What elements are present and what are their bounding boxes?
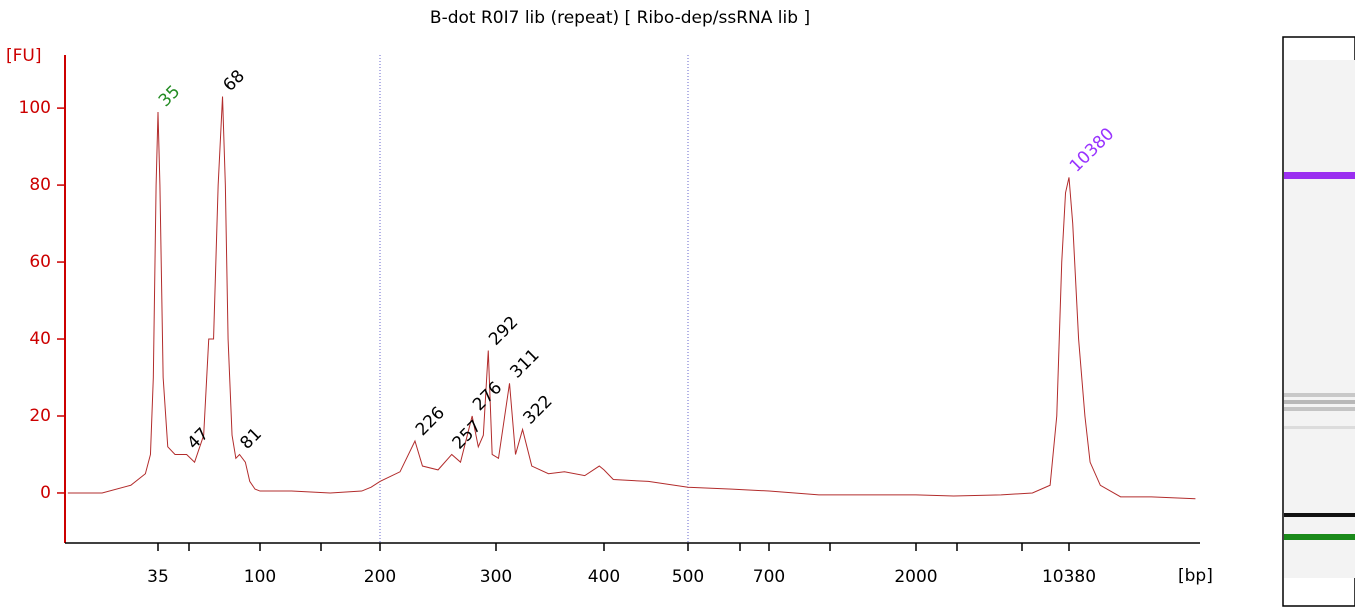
gel-band xyxy=(1284,534,1355,540)
peak-label: 226 xyxy=(412,403,449,440)
x-tick-label: 100 xyxy=(244,567,276,587)
peak-label: 311 xyxy=(506,345,543,382)
gel-band xyxy=(1284,513,1355,517)
x-tick-label: 2000 xyxy=(894,567,937,587)
y-tick-label: 40 xyxy=(29,329,51,349)
x-tick-label: 500 xyxy=(672,567,704,587)
x-tick-label: 10380 xyxy=(1042,567,1096,587)
peak-label: 292 xyxy=(485,313,522,350)
x-tick-label: 400 xyxy=(588,567,620,587)
gel-band xyxy=(1284,426,1355,429)
y-tick-label: 0 xyxy=(40,483,51,503)
peak-label: 81 xyxy=(236,424,265,453)
x-tick-label: 300 xyxy=(480,567,512,587)
x-tick-label: 700 xyxy=(753,567,785,587)
trace xyxy=(67,96,1196,500)
y-axis-label: [FU] xyxy=(6,46,42,66)
y-tick-label: 100 xyxy=(19,98,51,118)
x-axis-label: [bp] xyxy=(1178,566,1213,586)
gel-lane xyxy=(1282,36,1355,607)
gel-background xyxy=(1284,60,1355,578)
peak-label: 47 xyxy=(184,424,213,453)
minor-ticks xyxy=(188,543,1023,551)
y-tick-label: 20 xyxy=(29,406,51,426)
peak-label: 35 xyxy=(155,82,184,111)
peak-label: 322 xyxy=(519,391,556,428)
peak-label: 257 xyxy=(449,416,486,453)
gel-band xyxy=(1284,407,1355,411)
y-tick-label: 60 xyxy=(29,252,51,272)
gel-band xyxy=(1284,393,1355,397)
gel-band xyxy=(1284,172,1355,179)
chart-title: B-dot R0I7 lib (repeat) [ Ribo-dep/ssRNA… xyxy=(430,8,810,28)
x-tick-label: 200 xyxy=(364,567,396,587)
gel-band xyxy=(1284,400,1355,404)
peak-label: 10380 xyxy=(1066,124,1118,176)
y-tick-label: 80 xyxy=(29,175,51,195)
peak-label: 276 xyxy=(469,378,506,415)
peak-label: 68 xyxy=(219,66,248,95)
x-tick-label: 35 xyxy=(147,567,169,587)
